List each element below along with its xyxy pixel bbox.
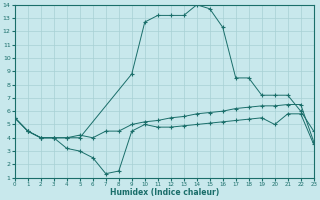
X-axis label: Humidex (Indice chaleur): Humidex (Indice chaleur): [110, 188, 219, 197]
